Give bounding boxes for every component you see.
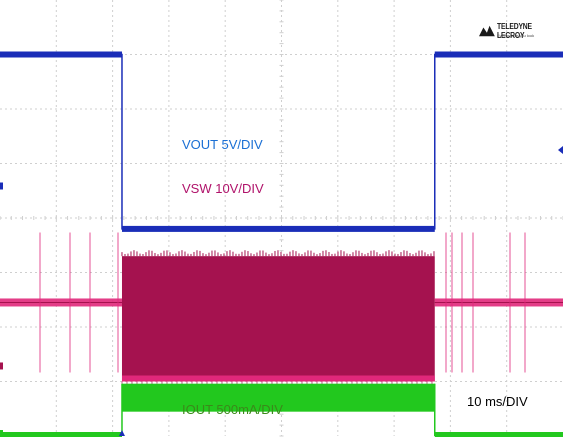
vsw-burst-envelope bbox=[121, 256, 435, 382]
iout-low-right bbox=[434, 432, 563, 437]
logo-tagline: Everywhere you look bbox=[497, 33, 535, 38]
teledyne-lecroy-logo: TELEDYNE LECROY Everywhere you look bbox=[479, 22, 563, 40]
vout-high-left bbox=[0, 51, 122, 58]
trigger-marker bbox=[118, 430, 125, 436]
timebase-label: 10 ms/DIV bbox=[467, 394, 528, 409]
logo-mark-icon bbox=[479, 25, 495, 37]
vout-channel-label: VOUT 5V/DIV bbox=[182, 137, 263, 152]
vsw-burst-bottom bbox=[121, 375, 435, 382]
waveform-traces bbox=[0, 51, 563, 437]
vout-high-right bbox=[434, 51, 563, 58]
vsw-marker bbox=[0, 362, 3, 370]
vout-marker bbox=[0, 182, 3, 190]
vout-low-band bbox=[121, 225, 435, 232]
vsw-channel-label: VSW 10V/DIV bbox=[182, 181, 264, 196]
trigger-level-marker bbox=[558, 146, 563, 154]
iout-channel-label: IOUT 500mA/DIV bbox=[182, 402, 283, 417]
iout-low-left bbox=[0, 432, 122, 437]
logo-text: TELEDYNE LECROY bbox=[496, 22, 532, 40]
channel-markers bbox=[0, 146, 563, 437]
iout-marker bbox=[0, 430, 3, 437]
iout-high-band bbox=[121, 383, 435, 412]
